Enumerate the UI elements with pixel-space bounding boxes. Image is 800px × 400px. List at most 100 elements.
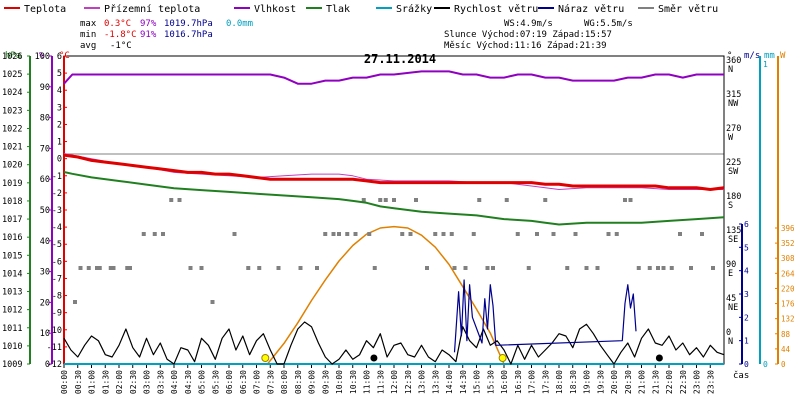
direction-tick-label: S [728,201,733,211]
solar-tick-label: 396 [781,224,795,233]
temperature-tick-label: -9 [52,309,62,319]
wind-direction-point [372,266,377,270]
legend-label: Směr větru [658,3,718,15]
temperature-tick-label: 0 [57,155,62,165]
x-tick-label: 21:30 [651,370,660,394]
x-tick-label: 01:30 [101,370,110,394]
wind-direction-point [504,198,509,202]
temperature-tick-label: -2 [52,189,62,199]
wind-direction-point [543,198,548,202]
wind-direction-point [246,266,251,270]
legend-label: Srážky [396,3,432,15]
x-tick-label: 12:30 [404,370,413,394]
x-tick-label: 05:30 [211,370,220,394]
wind-direction-point [485,266,490,270]
wind-direction-point [414,198,418,202]
pressure-tick-label: 1021 [2,143,22,153]
temperature-tick-label: -11 [47,343,62,353]
wind-direction-point [449,232,454,236]
legend-label: Tlak [326,4,350,15]
pressure-tick-label: 1013 [2,288,22,298]
x-tick-label: 11:00 [363,370,372,394]
wind-direction-point [152,232,157,236]
pressure-tick-label: 1019 [2,179,22,189]
temperature-tick-label: -4 [52,223,62,233]
series-naraz-vetru-line [453,279,637,353]
humidity-tick-label: 40 [40,237,50,247]
x-tick-label: 02:30 [129,370,138,394]
stats-min-temp: -1.8°C [104,30,137,40]
wind-direction-point [535,232,539,236]
temperature-tick-label: -5 [52,240,62,250]
humidity-tick-label: 30 [40,268,50,278]
legend-item-vlhkost: Vlhkost [234,4,296,15]
humidity-tick-label: 90 [40,83,50,93]
wind-direction-point [463,266,468,270]
solar-tick-label: 88 [781,330,791,339]
wind-tick-label: 6 [744,220,749,229]
wind-direction-point [425,266,429,270]
wind-tick-label: 2 [744,313,749,322]
wind-direction-point [711,266,715,270]
info-moon: Měsíc Východ:11:16 Západ:21:39 [444,41,607,51]
stats-avg-temp: -1°C [110,41,132,51]
wind-direction-point [257,266,262,270]
x-tick-label: 03:30 [156,370,165,394]
x-tick-label: 17:00 [528,370,537,394]
legend-item-smer-vetru: Směr větru [638,3,718,15]
sun-marker [498,354,507,362]
left-axes: 1009101010111012101310141015101610171018… [2,52,67,370]
unit-ms: m/s [744,51,760,61]
wind-direction-point [73,300,77,304]
pressure-tick-label: 1018 [2,197,22,207]
x-tick-label: 10:30 [349,370,358,394]
wind-direction-point [337,232,341,236]
x-tick-label: 13:30 [431,370,440,394]
wind-direction-point [161,232,165,236]
wind-direction-point [177,198,182,202]
x-tick-label: 05:00 [198,370,207,394]
x-tick-label: 15:30 [486,370,495,394]
humidity-tick-label: 70 [40,144,50,154]
stats-max-hum: 97% [140,19,157,29]
stats-max-label: max [80,19,97,29]
wind-direction-point [276,266,281,270]
wind-direction-point [392,198,396,202]
wind-direction-point [108,266,113,270]
pressure-tick-label: 1017 [2,215,22,225]
x-tick-label: 09:30 [321,370,330,394]
wind-direction-point [647,266,652,270]
legend-item-prizemni-teplota: Přízemní teplota [84,3,200,15]
wind-direction-point [689,266,693,270]
humidity-tick-label: 0 [45,360,50,370]
temperature-tick-label: 1 [57,138,62,148]
pressure-tick-label: 1024 [2,88,22,98]
wind-direction-point [669,266,674,270]
x-tick-label: 07:00 [253,370,262,394]
x-tick-label: 17:30 [541,370,550,394]
stats-max-rain: 0.0mm [226,19,253,29]
wind-direction-point [86,266,91,270]
x-tick-label: 08:30 [294,370,303,394]
direction-tick-label: 180 [726,192,741,202]
moon-marker [655,354,663,362]
series-tlak-line [63,171,725,226]
legend-label: Přízemní teplota [104,3,200,15]
stats-block: max 0.3°C 97% 1019.7hPa 0.0mm min -1.8°C… [80,19,253,51]
temperature-tick-label: -6 [52,257,62,267]
x-tick-label: 06:30 [239,370,248,394]
wind-direction-point [298,266,303,270]
x-tick-label: 22:30 [679,370,688,394]
direction-tick-label: 270 [726,124,741,134]
wind-direction-point [361,198,366,202]
x-tick-label: 00:00 [60,370,69,394]
x-tick-label: 20:30 [624,370,633,394]
wind-direction-point [345,232,350,236]
legend-label: Vlhkost [254,4,296,15]
chart-date-title: 27.11.2014 [364,52,436,66]
wind-direction-point [315,266,319,270]
wind-direction-point [678,232,682,236]
wind-direction-point [433,232,438,236]
stats-min-label: min [80,30,96,40]
right-axes: 0N45NE90E135SE180S225SW270W315NW360N0123… [723,56,795,369]
